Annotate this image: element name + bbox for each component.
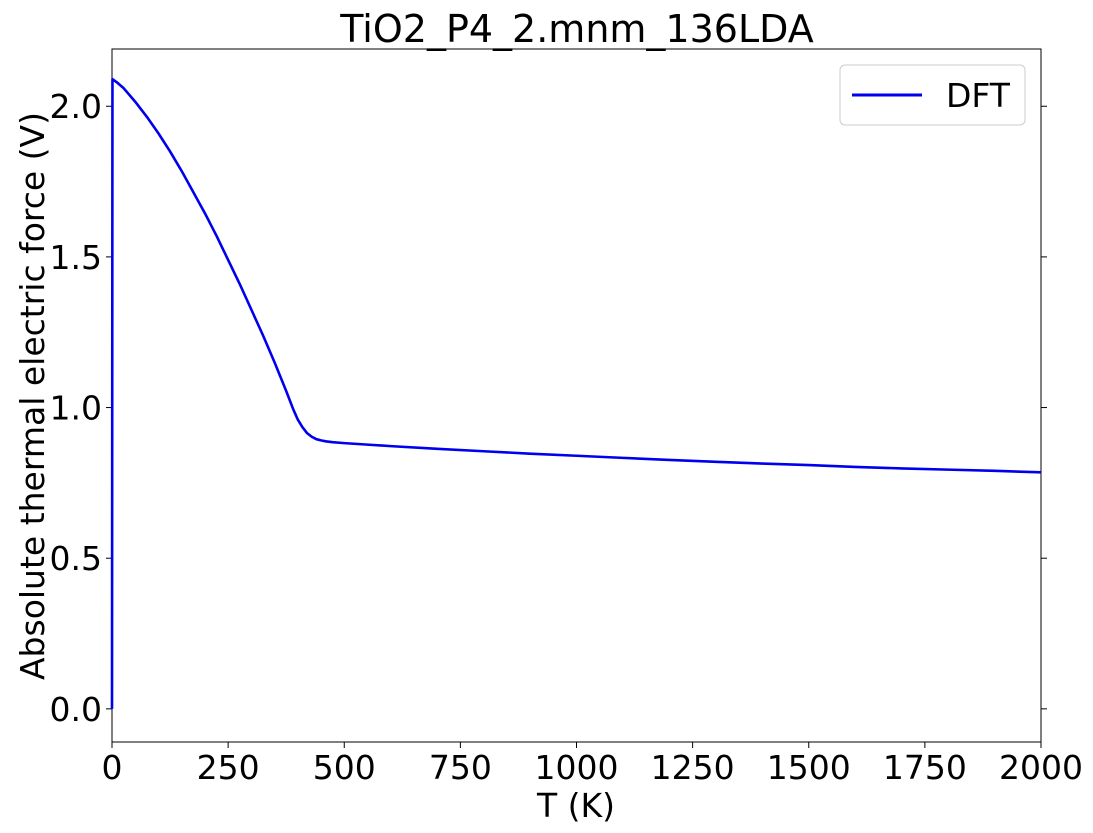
x-tick-label: 0 [102, 748, 123, 787]
x-tick-label: 1750 [883, 748, 967, 787]
plot-area [111, 48, 1042, 743]
x-axis: 0 250 500 750 1000 1250 1500 1750 2000 [102, 742, 1083, 787]
y-tick-label: 1.5 [50, 238, 102, 277]
y-tick-label: 1.0 [50, 389, 102, 428]
x-axis-label: T (K) [536, 786, 615, 825]
y-tick-label: 0.5 [50, 539, 102, 578]
legend-box [839, 64, 1026, 126]
y-tick-label: 0.0 [50, 690, 102, 729]
x-tick-label: 2000 [999, 748, 1083, 787]
x-tick-label: 1250 [651, 748, 735, 787]
y-axis: 0.0 0.5 1.0 1.5 2.0 [50, 87, 1047, 729]
plot-frame [111, 48, 1042, 743]
y-tick-label: 2.0 [50, 87, 102, 126]
series-line-dft [110, 77, 1042, 709]
chart-title: TiO2_P4_2.mnm_136LDA [339, 7, 813, 51]
x-tick-label: 750 [429, 748, 492, 787]
y-axis-label: Absolute thermal electric force (V) [13, 112, 52, 680]
x-tick-label: 250 [197, 748, 260, 787]
x-tick-label: 1500 [767, 748, 851, 787]
x-tick-label: 1000 [535, 748, 619, 787]
series-layer [110, 77, 1042, 709]
x-tick-label: 500 [313, 748, 376, 787]
legend-label-dft: DFT [946, 76, 1011, 115]
legend: DFT [839, 64, 1026, 126]
